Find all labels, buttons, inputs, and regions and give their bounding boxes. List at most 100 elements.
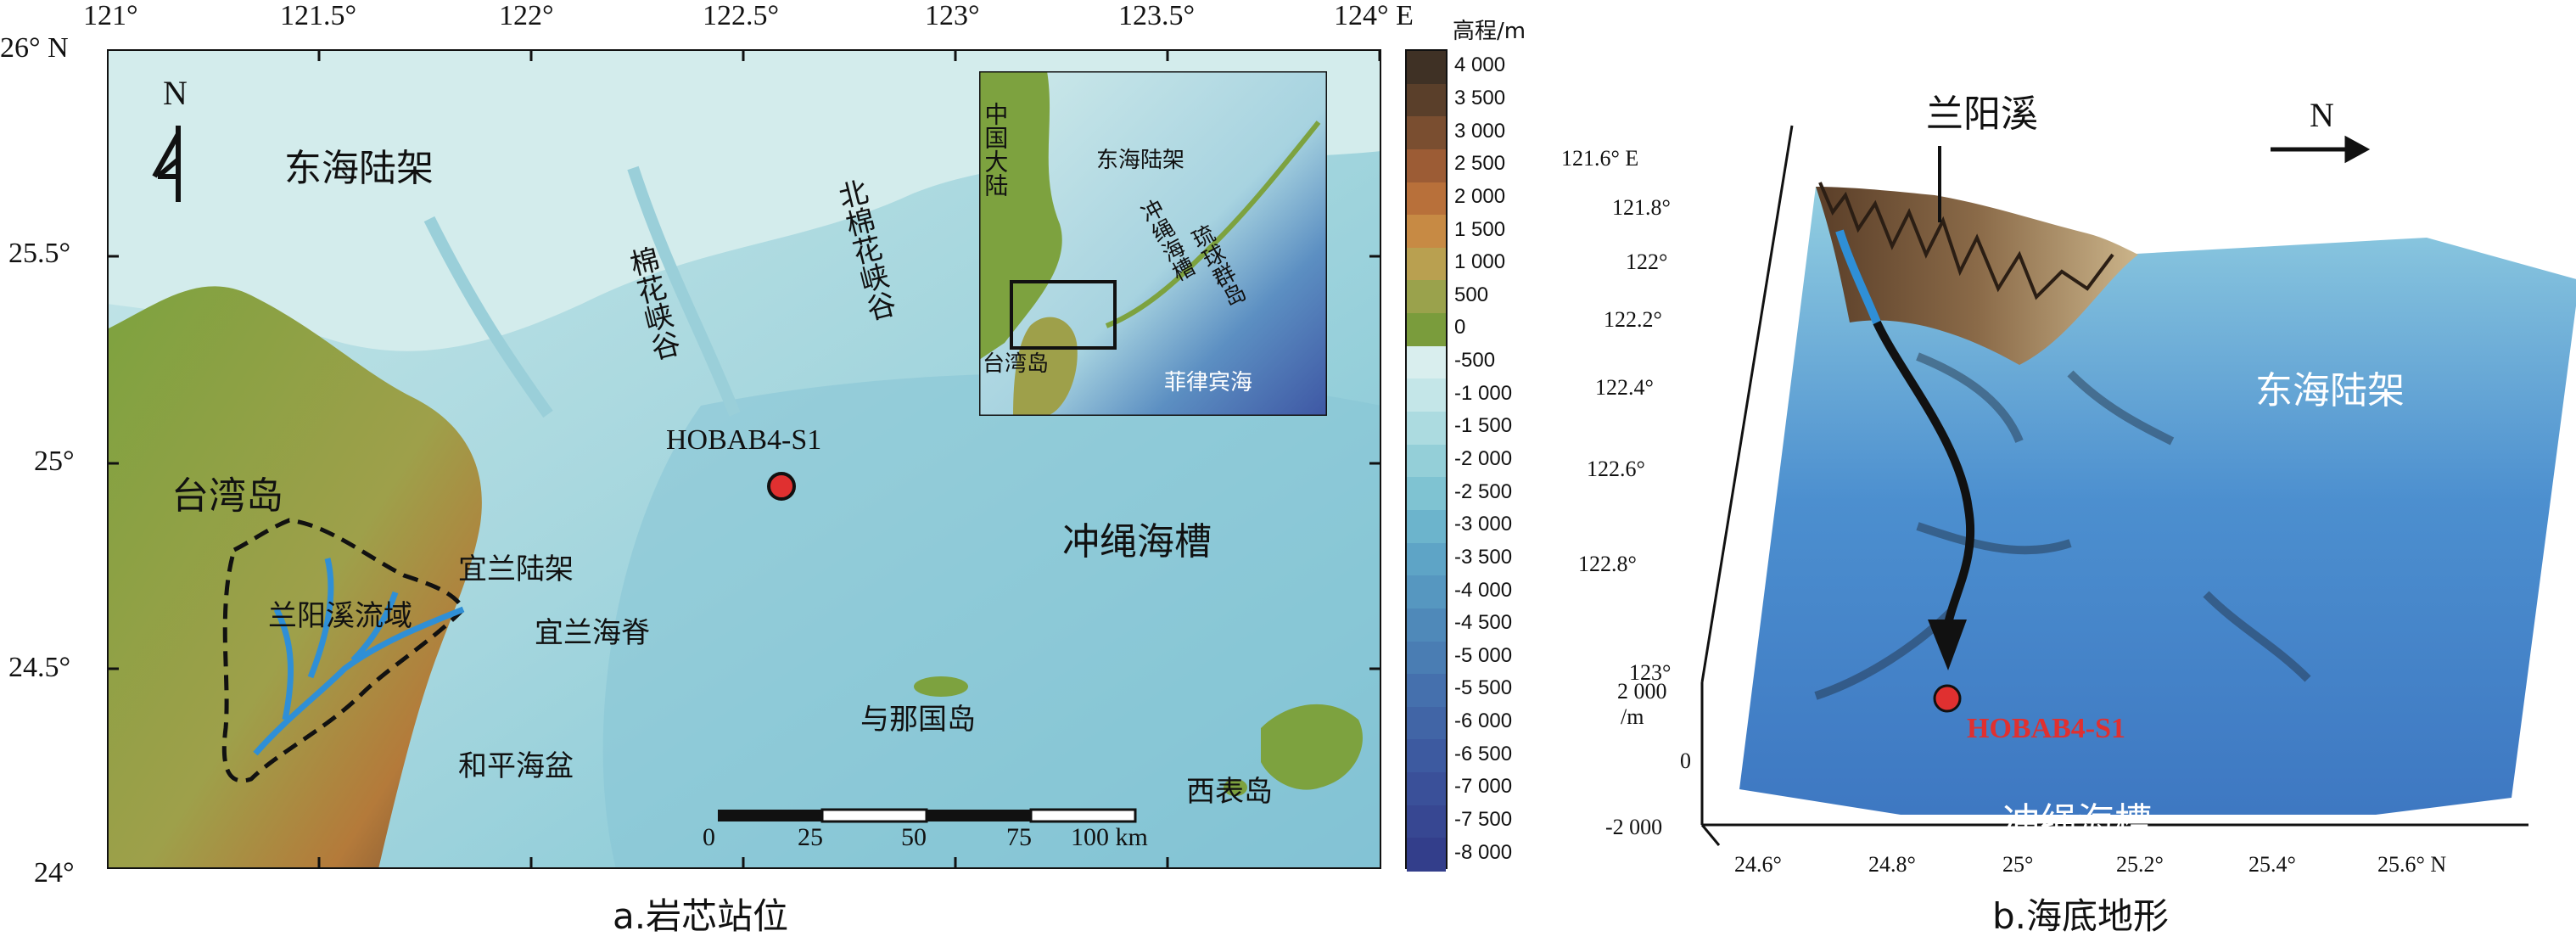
scale-bar xyxy=(718,808,1137,823)
lon-tick: 122.8° xyxy=(1578,552,1637,576)
mountain-peaks xyxy=(1818,182,2114,300)
legend-tick: -1 000 xyxy=(1454,381,1513,405)
label-yilan-shelf: 宜兰陆架 xyxy=(458,552,574,586)
legend-swatch xyxy=(1407,116,1446,150)
canyon-line xyxy=(627,165,741,417)
legend-tick: -1 500 xyxy=(1454,414,1513,438)
legend-swatch xyxy=(1407,345,1446,380)
legend-swatch xyxy=(1407,838,1446,872)
left-tick: 26° N xyxy=(0,32,69,64)
legend-tick: 0 xyxy=(1454,316,1466,339)
caption-b: b.海底地形 xyxy=(1992,895,2170,937)
scale-tick: 75 xyxy=(1006,823,1032,851)
trough-area xyxy=(602,373,1381,869)
label-shelf-b: 东海陆架 xyxy=(2255,369,2405,412)
inset-label-philippine-sea: 菲律宾海 xyxy=(1164,370,1253,395)
seafloor-relief xyxy=(1814,352,2311,700)
legend-tick: 4 000 xyxy=(1454,53,1506,77)
lon-tick: 123° xyxy=(1629,660,1672,685)
legend-swatch xyxy=(1407,83,1446,118)
lon-tick: 122.6° xyxy=(1587,457,1645,481)
label-lanyang-basin: 兰阳溪流域 xyxy=(268,599,412,633)
lat-tick: 24.8° xyxy=(1868,852,1916,877)
legend-swatch xyxy=(1407,412,1446,446)
legend-swatch xyxy=(1407,575,1446,609)
islet xyxy=(1224,779,1247,796)
label-trough-b: 冲绳海槽 xyxy=(2002,800,2152,844)
panel-b: 兰阳溪 N 东海陆架 冲绳海槽 HOBAB4-S1 121.6° E 121.8… xyxy=(1561,0,2576,942)
legend-swatch xyxy=(1407,772,1446,806)
scale-tick: 50 xyxy=(901,823,927,851)
legend-swatch xyxy=(1407,378,1446,413)
legend-tick: 500 xyxy=(1454,283,1489,306)
caption-a: a.岩芯站位 xyxy=(613,895,789,937)
lanyang-river-b xyxy=(1835,229,1881,324)
north-label-b: N xyxy=(2310,96,2334,134)
inset-china-mainland xyxy=(979,71,1062,360)
legend-swatch xyxy=(1407,313,1446,347)
left-tick: 25.5° xyxy=(8,238,71,269)
map-b-3d xyxy=(1700,125,2576,846)
legend-tick: -8 000 xyxy=(1454,840,1513,864)
panel-a: 121° 121.5° 122° 122.5° 123° 123.5° 124°… xyxy=(0,0,1526,937)
label-station-b: HOBAB4-S1 xyxy=(1967,713,2126,744)
inset-taiwan xyxy=(1013,317,1078,416)
label-heping-basin: 和平海盆 xyxy=(458,749,574,783)
legend-swatch xyxy=(1407,215,1446,249)
legend-tick: -5 500 xyxy=(1454,676,1513,700)
legend-tick: -2 500 xyxy=(1454,479,1513,503)
inset-map xyxy=(979,71,1327,416)
legend-swatch xyxy=(1407,641,1446,676)
legend-tick: -500 xyxy=(1454,349,1496,373)
label-station: HOBAB4-S1 xyxy=(666,424,822,456)
north-arrow xyxy=(152,126,181,202)
legend-tick: -5 000 xyxy=(1454,643,1513,667)
sediment-arrow xyxy=(1873,320,1975,629)
legend-tick: 1 000 xyxy=(1454,250,1506,274)
label-okinawa-trough: 冲绳海槽 xyxy=(1062,520,1212,564)
left-tick: 25° xyxy=(34,446,75,477)
canyon-line xyxy=(423,216,553,418)
yonaguni-island xyxy=(914,676,968,697)
lat-tick: 25.2° xyxy=(2116,852,2164,877)
legend-swatch xyxy=(1407,805,1446,839)
legend-title: 高程/m xyxy=(1453,19,1526,44)
z-tick: -2 000 xyxy=(1605,815,1663,839)
taiwan-landmass xyxy=(107,286,482,869)
legend-tick: -6 000 xyxy=(1454,709,1513,733)
legend-swatch xyxy=(1407,542,1446,577)
taiwan-mountains xyxy=(1816,187,2138,365)
legend-tick: 2 500 xyxy=(1454,152,1506,176)
top-tick: 121° xyxy=(83,0,138,31)
legend-swatch xyxy=(1407,674,1446,708)
legend-tick: 3 500 xyxy=(1454,86,1506,109)
legend-tick: 2 000 xyxy=(1454,184,1506,208)
sediment-arrow-head xyxy=(1928,620,1967,670)
legend-swatch xyxy=(1407,444,1446,479)
legend-swatch xyxy=(1407,477,1446,511)
axes-3d xyxy=(1700,125,2528,846)
top-tick: 122.5° xyxy=(703,0,780,31)
station-marker[interactable] xyxy=(767,472,796,501)
elevation-legend xyxy=(1405,49,1448,872)
top-tick: 123.5° xyxy=(1118,0,1196,31)
scale-tick: 100 km xyxy=(1071,823,1148,851)
lat-tick: 25.6° N xyxy=(2377,852,2447,877)
z-tick: 2 000 xyxy=(1617,679,1667,704)
legend-swatch xyxy=(1407,280,1446,315)
lon-tick: 122° xyxy=(1626,250,1668,274)
legend-swatch xyxy=(1407,149,1446,183)
legend-swatch xyxy=(1407,739,1446,774)
legend-tick: -4 000 xyxy=(1454,578,1513,602)
legend-tick: -6 500 xyxy=(1454,742,1513,765)
lat-tick: 25.4° xyxy=(2248,852,2296,877)
label-yonaguni: 与那国岛 xyxy=(860,703,976,737)
legend-tick: -7 000 xyxy=(1454,775,1513,799)
label-yilan-ridge: 宜兰海脊 xyxy=(535,616,650,650)
top-tick: 121.5° xyxy=(280,0,357,31)
station-marker-b[interactable] xyxy=(1933,684,1962,713)
legend-tick: -4 500 xyxy=(1454,611,1513,635)
legend-tick: -2 000 xyxy=(1454,447,1513,470)
lat-tick: 25° xyxy=(2002,852,2034,877)
inset-label-china: 中国大陆 xyxy=(981,102,1010,197)
